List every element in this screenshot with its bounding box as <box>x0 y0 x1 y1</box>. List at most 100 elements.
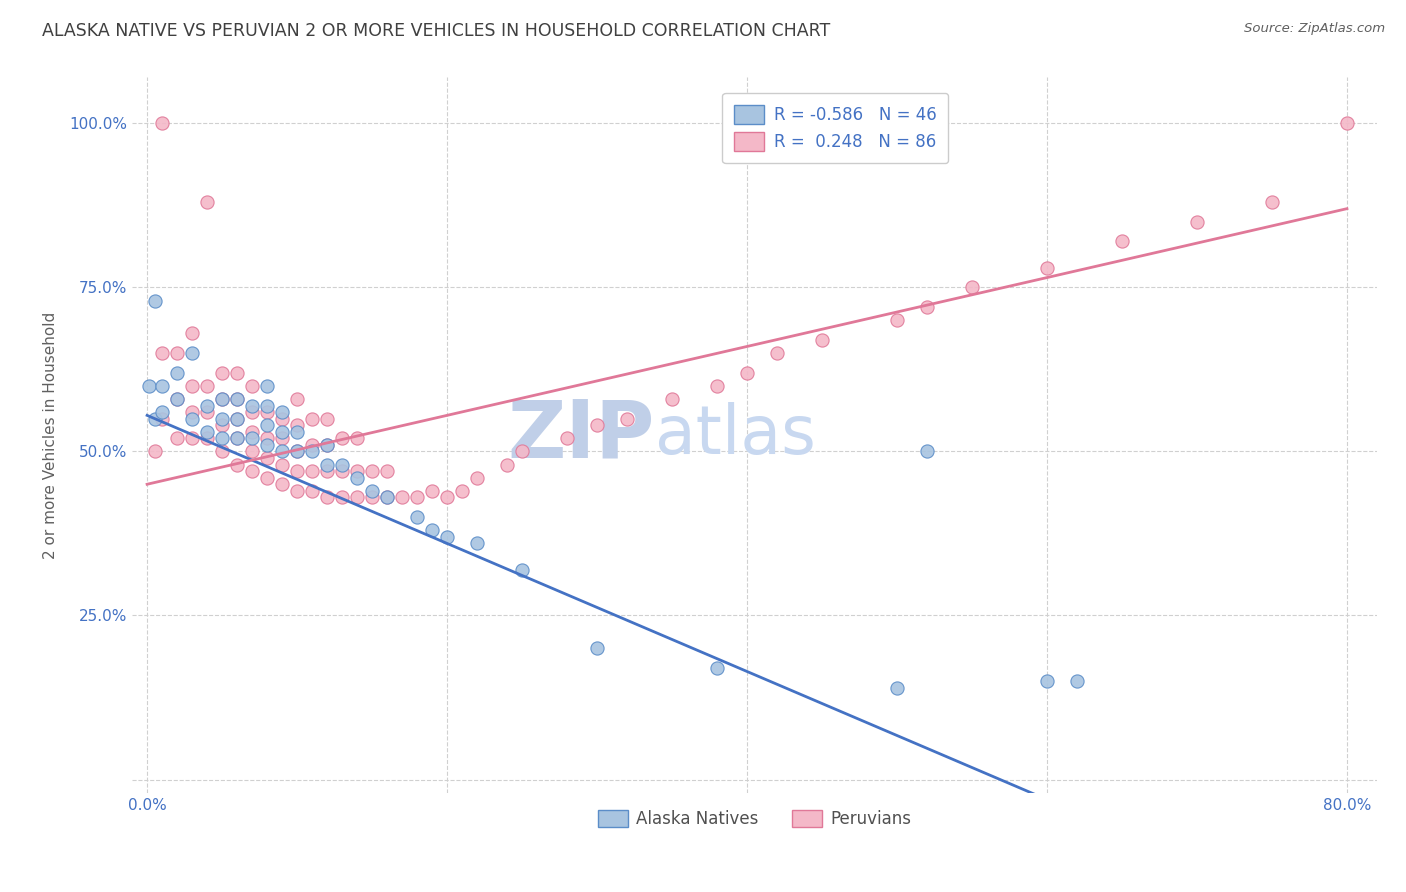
Text: ZIP: ZIP <box>508 396 655 474</box>
Text: Source: ZipAtlas.com: Source: ZipAtlas.com <box>1244 22 1385 36</box>
Point <box>271 405 294 419</box>
Point <box>496 458 519 472</box>
Point <box>150 116 173 130</box>
Point <box>451 483 474 498</box>
Point <box>586 641 609 656</box>
Point <box>211 392 233 406</box>
Point <box>143 293 166 308</box>
Point <box>166 431 188 445</box>
Point <box>420 483 443 498</box>
Point <box>316 438 339 452</box>
Point <box>510 444 533 458</box>
Point <box>138 379 160 393</box>
Point <box>1261 195 1284 210</box>
Point <box>195 195 218 210</box>
Point <box>811 333 834 347</box>
Point <box>285 483 308 498</box>
Point <box>375 464 398 478</box>
Point <box>436 530 458 544</box>
Point <box>316 411 339 425</box>
Point <box>181 346 204 360</box>
Point <box>1036 260 1059 275</box>
Point <box>330 431 353 445</box>
Point <box>226 392 249 406</box>
Point <box>346 464 368 478</box>
Point <box>361 491 384 505</box>
Point <box>271 444 294 458</box>
Point <box>406 510 429 524</box>
Point <box>301 483 323 498</box>
Point <box>330 458 353 472</box>
Point <box>766 346 789 360</box>
Point <box>181 411 204 425</box>
Point <box>346 431 368 445</box>
Point <box>285 464 308 478</box>
Point <box>240 405 263 419</box>
Point <box>226 411 249 425</box>
Point <box>301 444 323 458</box>
Point <box>240 431 263 445</box>
Point <box>240 379 263 393</box>
Point <box>256 438 278 452</box>
Point <box>226 431 249 445</box>
Y-axis label: 2 or more Vehicles in Household: 2 or more Vehicles in Household <box>44 311 58 558</box>
Point <box>271 477 294 491</box>
Point <box>195 405 218 419</box>
Point <box>301 464 323 478</box>
Point <box>375 491 398 505</box>
Point <box>420 523 443 537</box>
Point <box>886 681 908 695</box>
Point <box>301 411 323 425</box>
Point <box>166 346 188 360</box>
Point <box>195 431 218 445</box>
Point <box>271 411 294 425</box>
Point <box>211 431 233 445</box>
Point <box>226 431 249 445</box>
Point <box>316 458 339 472</box>
Point <box>960 280 983 294</box>
Point <box>616 411 638 425</box>
Point <box>346 471 368 485</box>
Point <box>211 366 233 380</box>
Point <box>1185 215 1208 229</box>
Point <box>346 491 368 505</box>
Point <box>465 536 488 550</box>
Point <box>915 444 938 458</box>
Point <box>181 326 204 341</box>
Point <box>256 450 278 465</box>
Point <box>150 405 173 419</box>
Point <box>181 405 204 419</box>
Point <box>143 444 166 458</box>
Point <box>256 431 278 445</box>
Point <box>226 458 249 472</box>
Point <box>735 366 758 380</box>
Point <box>316 491 339 505</box>
Point <box>211 411 233 425</box>
Point <box>240 464 263 478</box>
Point <box>211 392 233 406</box>
Point <box>586 418 609 433</box>
Point <box>406 491 429 505</box>
Point <box>285 444 308 458</box>
Point <box>226 411 249 425</box>
Point <box>555 431 578 445</box>
Point <box>181 431 204 445</box>
Point <box>181 379 204 393</box>
Point <box>271 425 294 439</box>
Point <box>301 438 323 452</box>
Point <box>361 483 384 498</box>
Point <box>166 392 188 406</box>
Point <box>166 366 188 380</box>
Point <box>256 418 278 433</box>
Point <box>1036 674 1059 689</box>
Point <box>285 425 308 439</box>
Point <box>316 438 339 452</box>
Point <box>285 418 308 433</box>
Point <box>706 379 728 393</box>
Point <box>166 392 188 406</box>
Point <box>226 366 249 380</box>
Point <box>256 405 278 419</box>
Point <box>195 425 218 439</box>
Text: atlas: atlas <box>655 402 815 468</box>
Point <box>375 491 398 505</box>
